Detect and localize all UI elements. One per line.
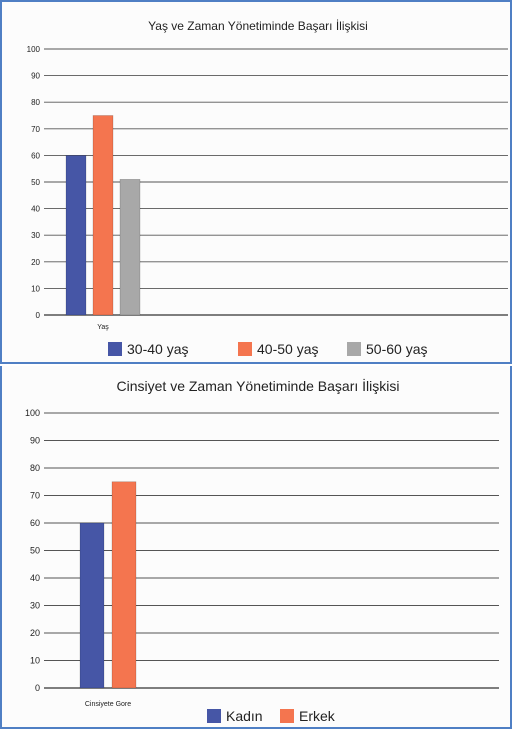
bar-kadın bbox=[79, 522, 105, 689]
y-tick-label: 20 bbox=[31, 258, 40, 267]
bar-50-60-yaş bbox=[119, 179, 141, 316]
legend-label: 50-60 yaş bbox=[366, 341, 427, 357]
bar-30-40-yaş bbox=[65, 155, 87, 316]
x-category-label: Cinsiyete Gore bbox=[85, 701, 131, 708]
legend-label: Kadın bbox=[226, 708, 263, 724]
y-tick-label: 50 bbox=[31, 178, 40, 187]
y-tick-label: 10 bbox=[30, 656, 40, 666]
y-tick-label: 30 bbox=[31, 231, 40, 240]
legend-label: 30-40 yaş bbox=[127, 341, 188, 357]
bar-40-50-yaş bbox=[92, 115, 114, 316]
gender-chart-panel: Cinsiyet ve Zaman Yönetiminde Başarı İli… bbox=[0, 366, 512, 729]
y-tick-label: 20 bbox=[30, 628, 40, 638]
age-chart-panel: Yaş ve Zaman Yönetiminde Başarı İlişkisi… bbox=[0, 0, 512, 364]
age-chart: Yaş ve Zaman Yönetiminde Başarı İlişkisi… bbox=[27, 19, 508, 357]
legend-swatch bbox=[347, 342, 361, 356]
legend-swatch bbox=[108, 342, 122, 356]
y-tick-label: 100 bbox=[27, 45, 41, 54]
y-tick-label: 70 bbox=[31, 125, 40, 134]
legend-swatch bbox=[280, 709, 294, 723]
legend-label: 40-50 yaş bbox=[257, 341, 318, 357]
chart-title: Yaş ve Zaman Yönetiminde Başarı İlişkisi bbox=[148, 19, 368, 33]
y-tick-label: 70 bbox=[30, 491, 40, 501]
bar-erkek bbox=[111, 481, 137, 689]
gender-chart: Cinsiyet ve Zaman Yönetiminde Başarı İli… bbox=[25, 377, 499, 724]
legend-swatch bbox=[238, 342, 252, 356]
y-tick-label: 90 bbox=[31, 72, 40, 81]
y-tick-label: 60 bbox=[31, 151, 40, 160]
y-tick-label: 10 bbox=[31, 284, 40, 293]
y-tick-label: 60 bbox=[30, 518, 40, 528]
y-tick-label: 40 bbox=[31, 205, 40, 214]
legend-swatch bbox=[207, 709, 221, 723]
y-tick-label: 90 bbox=[30, 436, 40, 446]
y-tick-label: 30 bbox=[30, 601, 40, 611]
y-tick-label: 0 bbox=[36, 311, 41, 320]
x-category-label: Yaş bbox=[97, 324, 109, 331]
y-tick-label: 50 bbox=[30, 546, 40, 556]
chart-title: Cinsiyet ve Zaman Yönetiminde Başarı İli… bbox=[117, 377, 400, 394]
legend-label: Erkek bbox=[299, 708, 336, 724]
y-tick-label: 80 bbox=[31, 98, 40, 107]
y-tick-label: 100 bbox=[25, 408, 40, 418]
y-tick-label: 40 bbox=[30, 573, 40, 583]
y-tick-label: 80 bbox=[30, 463, 40, 473]
y-tick-label: 0 bbox=[35, 683, 40, 693]
